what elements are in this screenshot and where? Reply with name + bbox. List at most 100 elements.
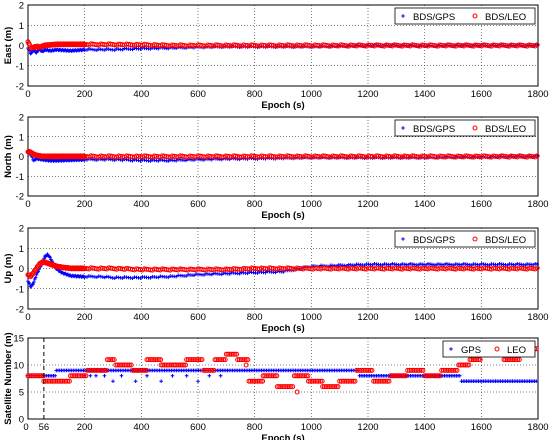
panel-4-leo-point (307, 378, 313, 384)
panel-4-leo-point (420, 367, 426, 373)
panel-4-leo-point (81, 373, 87, 379)
panel-4-leo-point (413, 367, 419, 373)
panel-3-bds-gps-point (442, 263, 446, 267)
panel-4-leo-point (51, 378, 57, 384)
panel-4-leo-point (125, 362, 131, 368)
panel-4-leo-point (403, 373, 409, 379)
panel-4-leo-point (456, 362, 462, 368)
panel-4-leo-point (211, 367, 217, 373)
panel-1-legend-label: BDS/LEO (485, 12, 526, 23)
panel-4-leo-point (430, 373, 436, 379)
panel-4-leo-point (223, 351, 229, 357)
panel-4-leo-point (196, 357, 202, 363)
panel-1-ytick-label: 0 (19, 41, 24, 52)
panel-2-xtick-label: 400 (133, 199, 149, 210)
panel-4-leo-point (108, 357, 114, 363)
panel-4-leo-point (44, 378, 50, 384)
panel-2-xtick-label: 1600 (471, 199, 492, 210)
panel-1-legend-marker (472, 13, 478, 19)
panel-4-leo-point (394, 373, 400, 379)
panel-4-leo-point (425, 373, 431, 379)
panel-4-ytick-label: 15 (13, 334, 24, 345)
panel-4-leo-point (123, 362, 129, 368)
panel-4-leo-point (40, 373, 46, 379)
panel-4-leo-point (337, 378, 343, 384)
panel-3-legend-marker (401, 237, 405, 241)
panel-4-leo-point (111, 357, 117, 363)
panel-4-leo-point (276, 384, 282, 390)
panel-2-ytick-label: 2 (19, 113, 24, 124)
panel-4-leo-point (154, 357, 160, 363)
panel-4-leo-point (241, 357, 247, 363)
panel-4-leo-point (410, 367, 416, 373)
panel-1-bds-gps-point (102, 48, 107, 52)
panel-4-leo-point (325, 384, 331, 390)
panel-4-leo-point (335, 384, 341, 390)
panel-3-legend-marker (472, 236, 478, 242)
panel-4-leo-point (447, 367, 453, 373)
panel-4-leo-point (422, 373, 428, 379)
panel-4-leo-point (366, 367, 372, 373)
panel-4-leo-point (439, 367, 445, 373)
panel-2-ytick-label: 0 (19, 152, 24, 163)
panel-4-leo-point (415, 367, 421, 373)
panel-4-leo-point (181, 362, 187, 368)
panel-3-ytick-label: 1 (19, 244, 24, 255)
panel-4-leo-point (204, 367, 210, 373)
panel-4-leo-point (274, 384, 280, 390)
panel-4-gps-point (133, 379, 138, 383)
panel-4-leo-point (504, 357, 510, 363)
panel-3-bds-gps-point (255, 271, 260, 275)
panel-4-leo-point (53, 378, 59, 384)
panel-4-gps-point (207, 374, 212, 378)
panel-3-bds-gps-point (459, 263, 464, 267)
panel-4-leo-point (264, 373, 270, 379)
panel-4-leo-point (85, 367, 90, 373)
panel-4-leo-point (232, 351, 238, 357)
panel-4-leo-point (298, 373, 304, 379)
panel-4-leo-point (192, 357, 198, 363)
panel-3-bds-gps-point (513, 263, 518, 267)
panel-4-data (25, 346, 539, 395)
panel-3-bds-gps-point (452, 263, 456, 267)
panel-4-leo-point (285, 384, 291, 390)
panel-2-ytick-label: -2 (16, 192, 24, 203)
panel-4-leo-point (177, 362, 183, 368)
panel-2-xtick-label: 800 (247, 199, 263, 210)
panel-4-leo-point (474, 357, 480, 363)
panel-2-bds-gps-point (156, 159, 161, 163)
panel-4-ytick-label: 5 (19, 388, 24, 399)
panel-4-gps-point (102, 374, 107, 378)
panel-2-bds-gps-point (138, 159, 143, 163)
panel-3-ytick-label: 0 (19, 264, 24, 275)
panel-4-leo-point (355, 367, 361, 373)
panel-4-leo-point (176, 362, 182, 368)
panel-4-leo-point (104, 357, 110, 363)
panel-4-gps-point (159, 379, 163, 383)
panel-3-bds-gps-point (210, 272, 214, 277)
panel-4-leo-point (153, 357, 158, 363)
panel-4-leo-point (83, 373, 89, 379)
panel-2-legend-label: BDS/LEO (485, 124, 526, 135)
panel-4-leo-point (367, 367, 373, 373)
panel-4-leo-point (300, 373, 306, 379)
panel-3-ytick-label: -1 (16, 284, 24, 295)
panel-4-leo-point (100, 367, 106, 373)
panel-4-gps-point (534, 379, 539, 383)
panel-1-ytick-label: 1 (19, 21, 24, 32)
panel-4-gps-point (170, 374, 175, 378)
panel-4-leo-point (445, 367, 451, 373)
panel-4-leo-point (106, 357, 112, 363)
panel-4-xtick-label: 1400 (414, 422, 435, 433)
panel-4-leo-point (350, 378, 356, 384)
panel-4-leo-point (126, 362, 132, 368)
panel-4-leo-point (270, 373, 276, 379)
panel-3-xtick-label: 800 (247, 312, 263, 323)
panel-4-leo-point (214, 357, 220, 363)
panel-3-bds-gps-point (95, 275, 99, 280)
panel-3-legend (394, 230, 536, 248)
panel-4-leo-point (79, 373, 85, 379)
panel-4-leo-point (56, 378, 62, 384)
panel-1-xtick-label: 1800 (527, 89, 548, 100)
panel-4-leo-point (25, 373, 31, 379)
